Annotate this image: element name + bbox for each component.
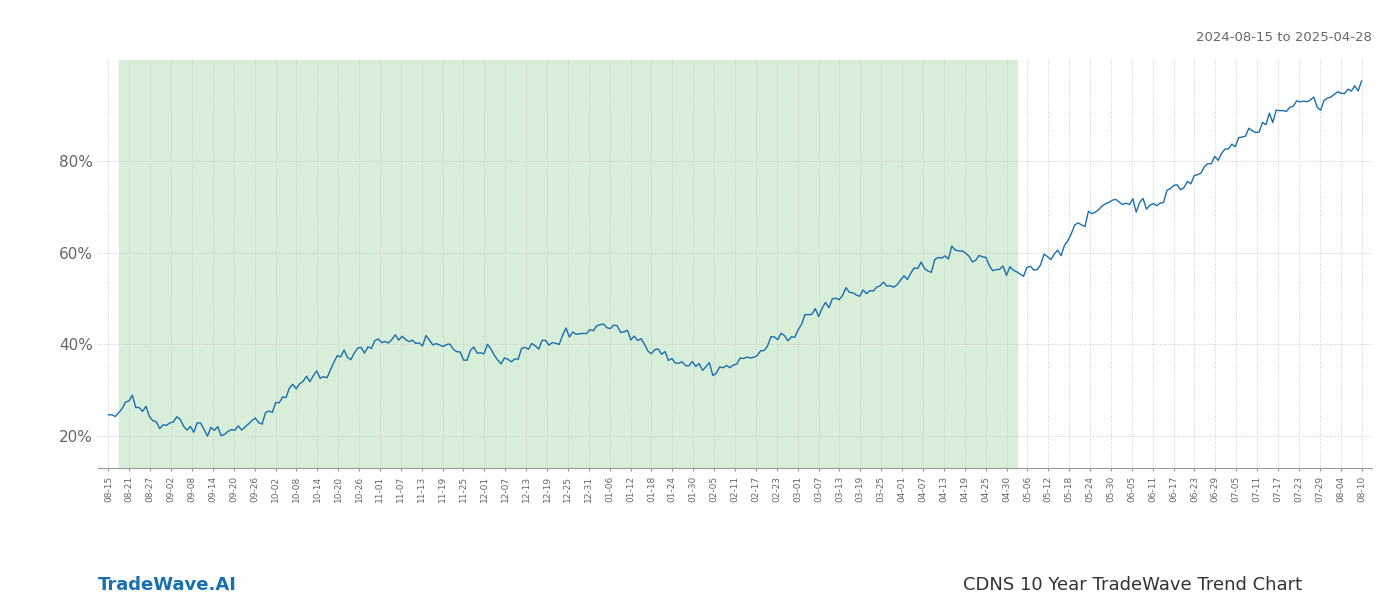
Bar [119, 60, 1016, 468]
Text: CDNS 10 Year TradeWave Trend Chart: CDNS 10 Year TradeWave Trend Chart [963, 576, 1302, 594]
Text: TradeWave.AI: TradeWave.AI [98, 576, 237, 594]
Text: 2024-08-15 to 2025-04-28: 2024-08-15 to 2025-04-28 [1196, 31, 1372, 44]
